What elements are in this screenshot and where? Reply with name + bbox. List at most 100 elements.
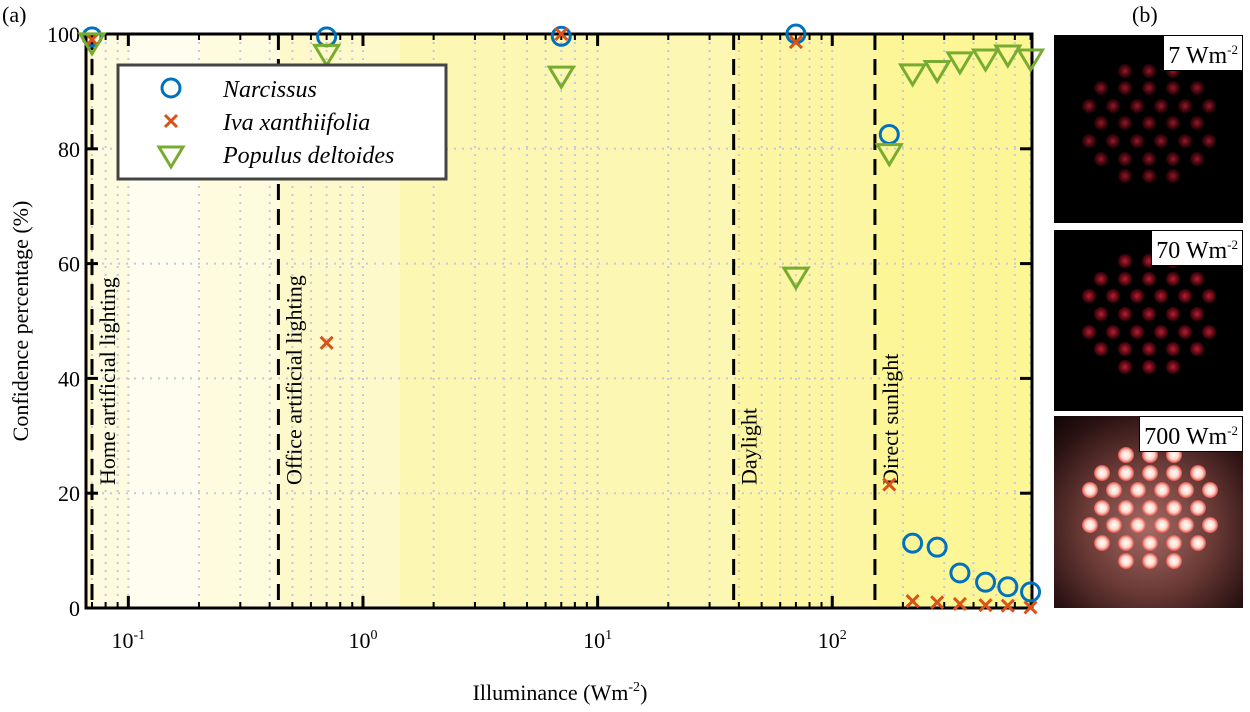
light-spot [1118, 254, 1132, 269]
marker-x [905, 594, 920, 609]
marker-triangle [897, 63, 928, 88]
light-spot [1190, 81, 1204, 96]
light-spot [1178, 289, 1192, 304]
marker-circle [550, 25, 572, 47]
marker-x [84, 32, 100, 47]
light-spot [1094, 535, 1110, 552]
light-spot [1190, 151, 1204, 166]
light-spot [1094, 81, 1108, 96]
y-tick-label: 20 [58, 481, 80, 506]
light-spot [1142, 151, 1156, 166]
light-spot [1154, 289, 1168, 304]
light-spot [1106, 517, 1122, 534]
panel-a-label: (a) [2, 2, 26, 27]
light-spot [1190, 499, 1206, 516]
marker-triangle [546, 65, 576, 91]
marker-circle [926, 536, 948, 558]
light-spot [1106, 289, 1120, 304]
light-spot [1118, 63, 1132, 78]
light-spot [1190, 271, 1204, 286]
light-spot [1166, 81, 1180, 96]
light-spot [1142, 116, 1156, 131]
light-spot [1094, 271, 1108, 286]
marker-circle [160, 77, 182, 99]
light-spot [1118, 552, 1134, 569]
marker-circle [949, 562, 971, 584]
light-spot [1166, 342, 1180, 357]
light-spot [1118, 271, 1132, 286]
light-spot [1106, 324, 1120, 339]
light-spot [1094, 116, 1108, 131]
light-spot [1118, 307, 1132, 322]
light-spot [1082, 482, 1098, 499]
marker-circle [997, 576, 1019, 598]
marker-x [163, 113, 179, 129]
marker-x [788, 34, 803, 50]
marker-x [952, 596, 967, 612]
light-spot [1154, 133, 1168, 148]
light-spot [1106, 482, 1122, 499]
light-spot [1082, 289, 1096, 304]
light-spot [1154, 517, 1170, 534]
marker-circle [975, 571, 997, 593]
light-spot [1142, 342, 1156, 357]
light-spot [1142, 499, 1158, 516]
y-tick-label: 80 [58, 137, 80, 162]
legend-entry: Populus deltoides [222, 143, 394, 169]
image-label: 70 Wm-2 [1151, 230, 1243, 266]
light-spot [1142, 63, 1156, 78]
marker-triangle [77, 32, 107, 57]
light-spot [1118, 464, 1134, 481]
light-spot [1130, 517, 1146, 534]
y-tick-label: 0 [69, 596, 80, 621]
marker-triangle [874, 143, 904, 168]
annotation-label: Home artificial lighting [95, 277, 120, 485]
light-spot [1178, 133, 1192, 148]
legend-entry: Iva xanthiifolia [222, 110, 370, 136]
annotation-label: Office artificial lighting [281, 275, 306, 485]
background-band [875, 34, 1032, 608]
x-tick-label: 10-1 [112, 628, 146, 653]
marker-circle [1020, 581, 1042, 603]
light-spot [1166, 464, 1182, 481]
light-spot [1130, 133, 1144, 148]
light-spot [1190, 464, 1206, 481]
light-spot [1094, 499, 1110, 516]
light-spot [1166, 359, 1180, 374]
marker-triangle [781, 266, 811, 291]
light-spot [1082, 324, 1096, 339]
light-spot [1106, 133, 1120, 148]
light-spot [1190, 535, 1206, 552]
marker-triangle [1015, 48, 1046, 73]
axes-box [84, 32, 1034, 610]
marker-x [1023, 600, 1038, 615]
light-spot [1202, 98, 1216, 113]
light-spot [1094, 342, 1108, 357]
light-spot [1154, 324, 1168, 339]
marker-x [978, 598, 993, 613]
marker-triangle [970, 48, 1001, 73]
x-tick-label: 101 [583, 628, 612, 653]
light-spot [1118, 535, 1134, 552]
light-spot [1154, 482, 1170, 499]
light-spot [1190, 116, 1204, 131]
scatter-chart: 0 20 40 60 80 100 10-1 100 101 102 Home artificial… [2, 2, 1046, 705]
marker-x [882, 477, 897, 492]
light-spot [1202, 289, 1216, 304]
light-spot [1142, 81, 1156, 96]
marker-x [930, 595, 945, 610]
light-spot [1118, 151, 1132, 166]
marker-circle [902, 532, 924, 554]
background-band [400, 34, 735, 608]
light-spot [1094, 307, 1108, 322]
light-spot [1178, 324, 1192, 339]
image-panel-70: 70 Wm-2 [1054, 230, 1243, 411]
light-spot [1118, 81, 1132, 96]
light-spot [1142, 169, 1156, 184]
marker-triangle [993, 44, 1023, 69]
marker-triangle [156, 145, 186, 170]
light-spot [1202, 482, 1218, 499]
x-axis-label: Illuminance (Wm-2) [473, 680, 648, 705]
light-spot [1142, 359, 1156, 374]
